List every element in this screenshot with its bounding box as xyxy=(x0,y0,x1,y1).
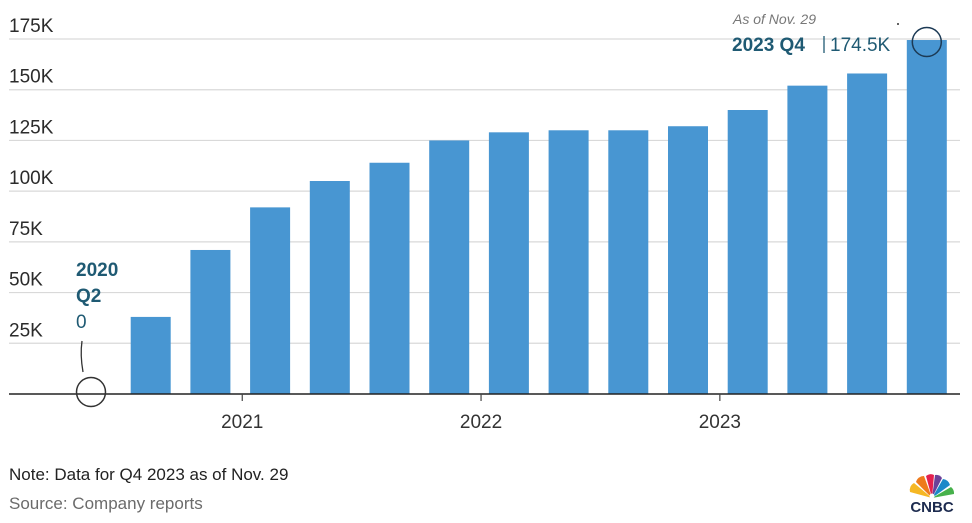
bar-2023-q4 xyxy=(906,40,947,395)
gridlines xyxy=(9,38,960,344)
bar-2021-q2 xyxy=(309,181,350,394)
annotation-start-line2: Q2 xyxy=(76,286,101,307)
x-tick-label: 2023 xyxy=(699,412,741,433)
bar-2020-q4 xyxy=(190,249,231,394)
bar-2023-q2 xyxy=(787,85,828,395)
chart-source: Source: Company reports xyxy=(9,494,203,513)
cnbc-logo: CNBC xyxy=(906,474,958,518)
bars xyxy=(130,40,947,395)
bar-2022-q3 xyxy=(608,130,649,395)
bar-2023-q1 xyxy=(727,110,768,394)
peacock-icon xyxy=(909,474,955,499)
y-tick-label: 100K xyxy=(9,168,54,189)
annotation-start: 2020 Q2 0 xyxy=(75,260,118,408)
annotation-end-title: 2023 Q4 xyxy=(732,35,805,56)
x-tick-label: 2022 xyxy=(460,412,502,433)
annotation-start-leader xyxy=(80,340,84,373)
annotation-end-note: As of Nov. 29 xyxy=(732,11,816,27)
bar-2022-q4 xyxy=(668,126,708,394)
y-tick-label: 125K xyxy=(9,117,54,138)
annotation-start-line1: 2020 xyxy=(76,260,118,281)
annotation-end-marker xyxy=(911,26,943,58)
chart-note: Note: Data for Q4 2023 as of Nov. 29 xyxy=(9,465,289,484)
y-tick-label: 50K xyxy=(9,270,43,291)
annotation-end-dot xyxy=(897,23,899,25)
y-tick-label: 25K xyxy=(9,320,43,341)
annotation-start-marker xyxy=(75,376,107,408)
bar-2021-q4 xyxy=(429,140,470,394)
bar-chart: 25K 50K 75K 100K 125K 150K 175K 2021 2022 2023 2… xyxy=(9,11,960,433)
annotation-start-value: 0 xyxy=(76,312,87,333)
bar-2022-q2 xyxy=(548,130,589,395)
bar-2021-q1 xyxy=(250,207,291,394)
y-axis-labels: 25K 50K 75K 100K 125K 150K 175K xyxy=(9,16,54,341)
bar-2023-q3 xyxy=(847,73,888,394)
annotation-end: As of Nov. 29 2023 Q4 174.5K xyxy=(732,11,943,58)
y-tick-label: 150K xyxy=(9,67,54,88)
bar-2021-q3 xyxy=(369,162,410,394)
annotation-end-value: 174.5K xyxy=(830,35,891,56)
bar-2020-q3 xyxy=(130,316,171,394)
y-tick-label: 75K xyxy=(9,219,43,240)
cnbc-logo-text: CNBC xyxy=(910,499,954,516)
x-axis-ticks: 2021 2022 2023 xyxy=(221,394,741,433)
y-tick-label: 175K xyxy=(9,16,54,37)
x-tick-label: 2021 xyxy=(221,412,263,433)
bar-2022-q1 xyxy=(488,132,529,395)
